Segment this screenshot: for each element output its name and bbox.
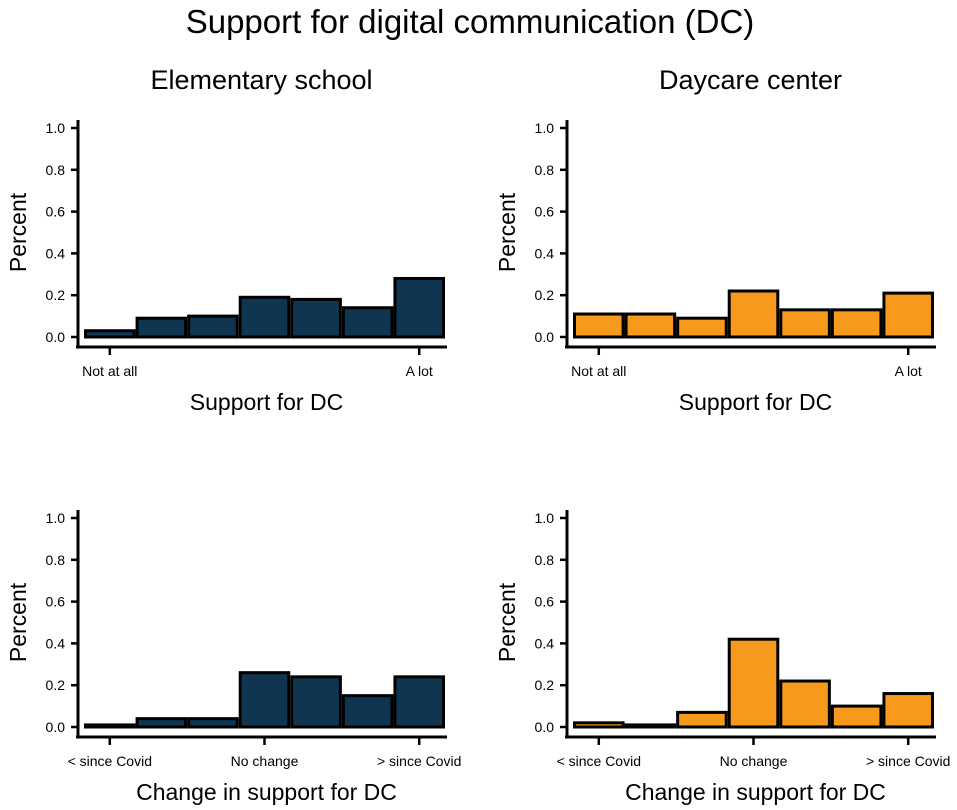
panel-title: Daycare center — [659, 65, 842, 95]
y-tick-label: 0.8 — [535, 162, 555, 178]
x-tick-label: A lot — [406, 363, 433, 379]
bar-5 — [290, 675, 342, 729]
y-tick-label: 0.4 — [535, 245, 555, 261]
x-tick-label: Not at all — [571, 363, 626, 379]
y-tick-label: 0.0 — [46, 719, 66, 735]
y-tick-label: 0.2 — [46, 287, 66, 303]
bar-7 — [393, 675, 445, 729]
y-axis-label: Percent — [494, 582, 520, 662]
y-tick-label: 0.6 — [535, 594, 555, 610]
y-tick-label: 0.8 — [46, 162, 66, 178]
chart-panel-2: Daycare center 0.0 0.2 0.4 0.6 0.8 1.0 Percent N… — [494, 65, 936, 415]
y-tick-label: 0.6 — [535, 204, 555, 220]
y-tick-label: 0.6 — [46, 594, 66, 610]
x-tick-label: Not at all — [82, 363, 137, 379]
bar-5 — [290, 297, 342, 339]
bar-4 — [727, 289, 780, 339]
bar-2 — [624, 312, 677, 339]
x-axis-label: Change in support for DC — [625, 779, 886, 805]
bar-6 — [830, 308, 883, 339]
y-tick-label: 1.0 — [535, 120, 555, 136]
y-tick-label: 0.0 — [46, 329, 66, 345]
y-axis-label: Percent — [494, 192, 520, 272]
bar-1 — [573, 312, 625, 339]
bar-4 — [727, 637, 780, 729]
x-tick-label: > since Covid — [377, 753, 461, 769]
bar-7 — [882, 692, 935, 729]
x-tick-label: No change — [720, 753, 788, 769]
bar-2 — [624, 723, 677, 729]
x-tick-label: < since Covid — [68, 753, 152, 769]
y-tick-label: 0.2 — [535, 677, 555, 693]
panel-title: Elementary school — [150, 65, 372, 95]
bar-6 — [341, 694, 394, 729]
bar-7 — [882, 291, 935, 339]
x-axis-label: Change in support for DC — [136, 779, 397, 805]
x-tick-label: No change — [231, 753, 299, 769]
x-tick-label: < since Covid — [557, 753, 641, 769]
y-tick-label: 0.0 — [535, 329, 555, 345]
bar-4 — [238, 295, 291, 339]
y-tick-label: 0.4 — [46, 245, 66, 261]
y-tick-label: 1.0 — [535, 510, 555, 526]
y-axis-label: Percent — [5, 192, 31, 272]
y-tick-label: 0.6 — [46, 204, 66, 220]
chart-panel-1: Elementary school 0.0 0.2 0.4 0.6 0.8 1.0 Perce… — [5, 65, 447, 415]
bar-1 — [84, 723, 136, 729]
y-tick-label: 0.4 — [46, 635, 66, 651]
bar-7 — [393, 276, 445, 339]
bar-3 — [187, 314, 239, 339]
bar-1 — [573, 721, 625, 729]
bar-3 — [676, 316, 728, 339]
chart-panel-4: 0.0 0.2 0.4 0.6 0.8 1.0 Percent < since Covid No… — [494, 510, 950, 805]
figure-title: Support for digital communication (DC) — [186, 3, 755, 40]
x-axis-label: Support for DC — [190, 389, 343, 415]
y-tick-label: 0.4 — [535, 635, 555, 651]
y-tick-label: 0.2 — [46, 677, 66, 693]
bar-3 — [676, 710, 728, 729]
bar-6 — [341, 306, 394, 339]
bar-1 — [84, 329, 136, 339]
bar-3 — [187, 717, 239, 729]
bar-5 — [779, 308, 831, 339]
y-tick-label: 0.8 — [46, 552, 66, 568]
y-axis-label: Percent — [5, 582, 31, 662]
y-tick-label: 1.0 — [46, 510, 66, 526]
y-tick-label: 0.2 — [535, 287, 555, 303]
bar-2 — [135, 316, 188, 339]
chart-panel-3: 0.0 0.2 0.4 0.6 0.8 1.0 Percent < since Covid No… — [5, 510, 461, 805]
y-tick-label: 1.0 — [46, 120, 66, 136]
y-tick-label: 0.8 — [535, 552, 555, 568]
bar-2 — [135, 717, 188, 729]
x-tick-label: A lot — [895, 363, 922, 379]
bar-5 — [779, 679, 831, 729]
x-axis-label: Support for DC — [679, 389, 832, 415]
bar-6 — [830, 704, 883, 729]
bar-4 — [238, 671, 291, 729]
x-tick-label: > since Covid — [866, 753, 950, 769]
y-tick-label: 0.0 — [535, 719, 555, 735]
